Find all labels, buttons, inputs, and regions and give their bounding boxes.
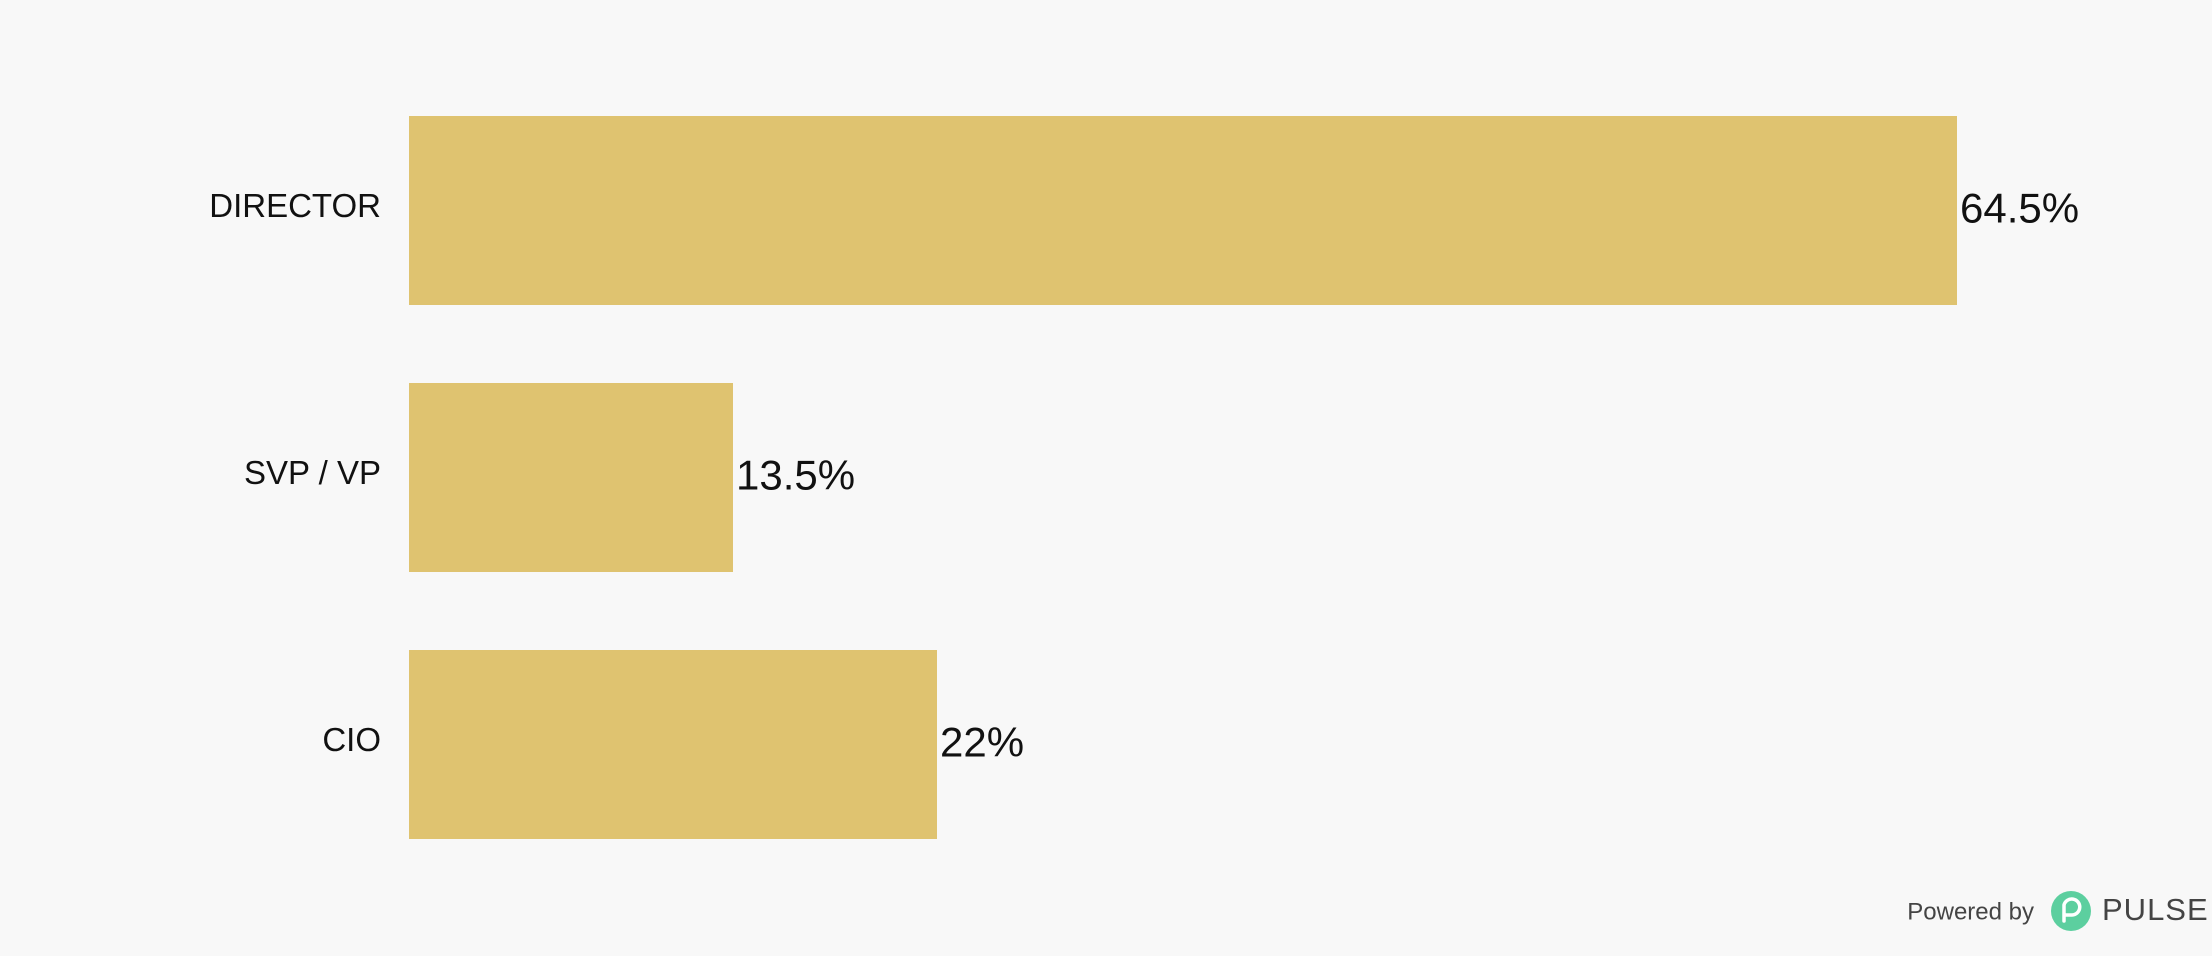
bar — [409, 116, 1957, 305]
category-label: DIRECTOR — [209, 187, 381, 224]
powered-by: Powered by — [1907, 898, 2034, 925]
chart: DIRECTOR 64.5% SVP / VP 13.5% CIO 22% — [209, 116, 2079, 839]
brand[interactable]: PULSE — [2102, 892, 2209, 927]
value-label: 13.5% — [736, 452, 855, 499]
logo-glyph — [2062, 897, 2082, 923]
category-label: SVP / VP — [244, 454, 381, 491]
bar — [409, 383, 733, 572]
value-label: 64.5% — [1960, 185, 2079, 232]
footer: Powered by PULSE — [1907, 891, 2208, 931]
value-label: 22% — [940, 719, 1024, 766]
category-label: CIO — [322, 721, 381, 758]
logo-icon — [2051, 891, 2091, 931]
bar — [409, 650, 937, 839]
